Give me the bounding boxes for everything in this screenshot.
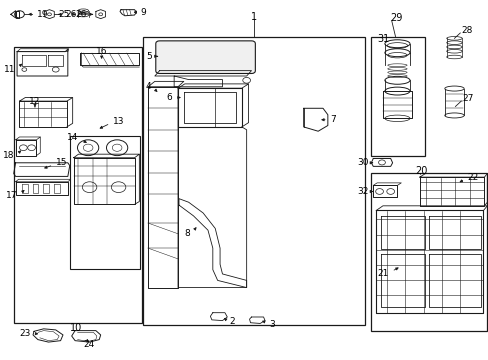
Bar <box>70 136 140 269</box>
Text: 14: 14 <box>67 133 78 142</box>
Text: 26: 26 <box>76 10 87 19</box>
Text: 4: 4 <box>145 82 151 91</box>
Text: 27: 27 <box>462 94 473 103</box>
Bar <box>370 37 424 156</box>
Text: 6: 6 <box>166 93 172 102</box>
Bar <box>14 47 142 323</box>
Text: 19: 19 <box>37 10 48 19</box>
Text: 18: 18 <box>2 151 14 160</box>
Text: 2: 2 <box>229 317 234 326</box>
Text: 32: 32 <box>356 187 367 196</box>
Text: 20: 20 <box>414 166 427 176</box>
Text: 1: 1 <box>250 12 256 22</box>
Text: 16: 16 <box>96 47 107 56</box>
Text: 3: 3 <box>268 320 274 329</box>
Text: 7: 7 <box>329 115 335 124</box>
FancyBboxPatch shape <box>156 41 255 73</box>
Text: 12: 12 <box>29 96 41 105</box>
Text: 5: 5 <box>146 52 152 61</box>
Text: 24: 24 <box>83 341 95 350</box>
Text: 9: 9 <box>140 8 146 17</box>
Text: 26: 26 <box>65 10 77 19</box>
Text: 22: 22 <box>466 174 477 183</box>
Text: 17: 17 <box>6 191 18 200</box>
Text: 31: 31 <box>376 34 388 44</box>
Text: 8: 8 <box>184 229 190 238</box>
Text: 25: 25 <box>58 10 69 19</box>
Text: 23: 23 <box>20 329 31 338</box>
Bar <box>370 173 487 330</box>
Bar <box>142 37 365 325</box>
Text: 30: 30 <box>356 158 367 167</box>
Text: 29: 29 <box>390 13 402 23</box>
Text: 21: 21 <box>377 269 388 278</box>
Text: 11: 11 <box>4 65 16 74</box>
Text: 28: 28 <box>461 26 472 35</box>
Text: 10: 10 <box>70 323 82 333</box>
Text: 13: 13 <box>113 117 124 126</box>
Text: 15: 15 <box>56 158 67 167</box>
